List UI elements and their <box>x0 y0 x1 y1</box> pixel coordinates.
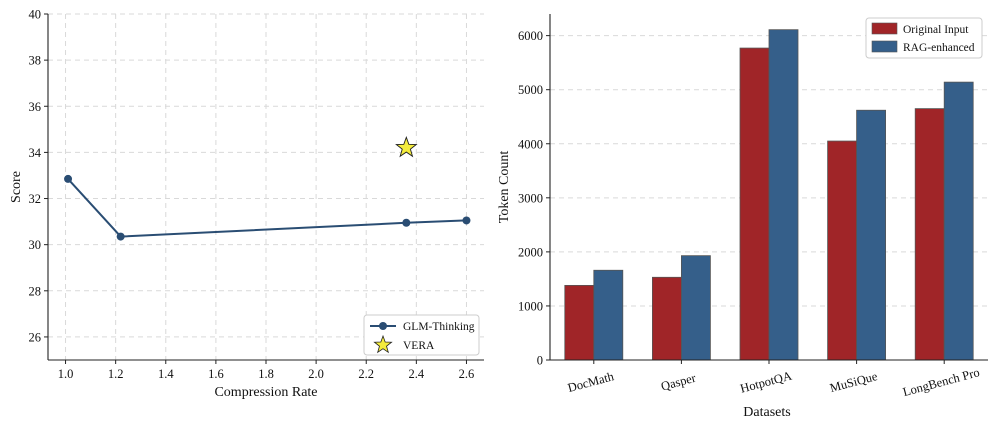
bar-original-input <box>739 47 770 361</box>
y-tick-label: 38 <box>29 54 42 68</box>
y-tick-label: 32 <box>29 192 42 206</box>
vera-star-point <box>395 135 418 158</box>
y-axis-title: Score <box>9 171 24 203</box>
y-tick-label: 36 <box>29 100 42 114</box>
legend-label: RAG-enhanced <box>903 42 975 54</box>
x-tick-label: 1.0 <box>58 367 74 381</box>
y-axis-title: Token Count <box>497 151 512 224</box>
bar-rag-enhanced <box>943 81 974 361</box>
x-tick-label: LongBench Pro <box>901 365 981 399</box>
left-chart: 1.0 1.2 1.4 1.6 1.8 2.0 2.2 2.4 2.6 26 28 30 32 34 36 3… <box>9 8 484 400</box>
y-tick-label: 2000 <box>518 245 543 259</box>
x-tick-label: 2.0 <box>308 367 324 381</box>
legend-label: GLM-Thinking <box>403 321 475 333</box>
bar-original-input <box>564 284 595 361</box>
right-chart: 0 1000 2000 3000 4000 5000 6000 DocMath Qasper Ho… <box>497 14 988 420</box>
y-tick-label: 0 <box>537 354 543 368</box>
x-tick-label: HotpotQA <box>739 369 794 396</box>
glm-thinking-point <box>116 232 125 241</box>
legend-marker-swatch <box>379 322 387 330</box>
glm-thinking-point <box>402 218 411 227</box>
bar-original-input <box>914 108 945 361</box>
x-tick-label: 1.8 <box>258 367 274 381</box>
y-tick-label: 34 <box>29 146 42 160</box>
legend-swatch <box>871 22 898 35</box>
y-tick-label: 6000 <box>518 29 543 43</box>
bar-rag-enhanced <box>856 109 886 361</box>
bar-original-input <box>652 276 682 361</box>
right-legend: Original Input RAG-enhanced <box>865 17 983 59</box>
left-legend: GLM-Thinking VERA <box>363 314 480 356</box>
x-tick-label: 2.6 <box>459 367 475 381</box>
y-tick-label: 1000 <box>518 299 543 313</box>
y-tick-label: 3000 <box>518 191 543 205</box>
y-tick-label: 28 <box>29 284 42 298</box>
x-tick-label: 1.4 <box>158 367 174 381</box>
glm-thinking-line <box>67 178 467 238</box>
bar-rag-enhanced <box>681 255 711 361</box>
y-tick-label: 26 <box>29 330 42 344</box>
y-tick-label: 5000 <box>518 83 543 97</box>
bar-original-input <box>827 140 857 361</box>
x-tick-label: Qasper <box>659 371 698 394</box>
glm-thinking-point <box>462 216 471 225</box>
legend-star-swatch <box>373 334 393 354</box>
legend-swatch <box>871 40 898 53</box>
legend-label: VERA <box>403 340 435 352</box>
x-tick-label: 1.6 <box>208 367 224 381</box>
y-tick-label: 4000 <box>518 137 543 151</box>
glm-thinking-point <box>64 174 73 183</box>
bar-rag-enhanced <box>768 29 799 361</box>
x-tick-label: 2.2 <box>358 367 374 381</box>
x-axis-title: Compression Rate <box>214 385 317 400</box>
y-tick-label: 30 <box>29 238 42 252</box>
x-tick-label: MuSiQue <box>828 369 879 395</box>
x-tick-label: DocMath <box>566 369 616 395</box>
legend-label: Original Input <box>903 24 969 36</box>
x-axis-title: Datasets <box>743 405 790 420</box>
x-tick-label: 1.2 <box>108 367 124 381</box>
y-tick-label: 40 <box>29 8 42 22</box>
bar-rag-enhanced <box>593 269 624 361</box>
x-tick-label: 2.4 <box>409 367 425 381</box>
